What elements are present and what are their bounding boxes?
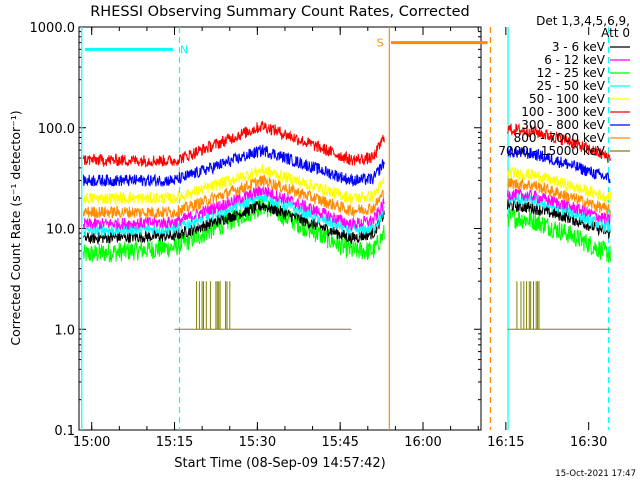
series-line-6-12kev-seg1 [507, 188, 611, 225]
series-line-50-100kev-seg0 [82, 164, 385, 206]
y-tick-label: 1.0 [54, 323, 75, 338]
legend-label: 25 - 50 keV [537, 79, 606, 93]
series-line-100-300kev-seg1 [507, 122, 611, 163]
series-line-12-25kev-seg1 [507, 207, 611, 263]
legend-label: 800 - 7000 keV [514, 131, 606, 145]
series-line-800-7000kev-seg0 [82, 175, 385, 220]
annotation-label: S [377, 37, 384, 50]
x-tick-label: 15:30 [239, 435, 276, 450]
plot-area: 1000.0 100.0 10.0 1.0 0.115:00 15:15 15:30 15:4… [30, 21, 611, 450]
series-line-800-7000kev-seg1 [507, 177, 611, 216]
legend-label: 50 - 100 keV [529, 92, 606, 106]
x-tick-label: 16:00 [404, 435, 441, 450]
y-tick-label: 10.0 [46, 223, 75, 238]
series-7000-15000-kev-bursts [196, 281, 540, 330]
x-tick-label: 15:00 [73, 435, 110, 450]
x-tick-label: 16:15 [487, 435, 524, 450]
footer-date: 15-Oct-2021 17:47 [555, 469, 636, 479]
series-line-50-100kev-seg1 [507, 166, 611, 204]
series-line-300-800kev-seg0 [82, 144, 385, 187]
legend-label: 100 - 300 keV [521, 105, 605, 119]
series-line-100-300kev-seg0 [82, 120, 385, 169]
x-tick-label: 15:45 [321, 435, 358, 450]
chart-title: RHESSI Observing Summary Count Rates, Co… [90, 4, 470, 20]
y-tick-label: 100.0 [38, 122, 75, 137]
x-tick-label: 16:30 [570, 435, 607, 450]
x-tick-label: 15:15 [156, 435, 193, 450]
legend-label: 300 - 800 keV [521, 118, 605, 132]
legend-label: 6 - 12 keV [544, 53, 606, 67]
y-axis-label: Corrected Count Rate (s⁻¹ detector⁻¹) [8, 110, 23, 345]
legend-header-line-1: Det 1,3,4,5,6,9, [536, 14, 630, 28]
series-line-6-12kev-seg0 [82, 186, 385, 231]
series-line-25-50kev-seg0 [83, 191, 385, 237]
x-axis-label: Start Time (08-Sep-09 14:57:42) [174, 456, 385, 471]
y-tick-label: 1000.0 [30, 21, 76, 36]
series-line-12-25kev-seg0 [82, 196, 385, 263]
y-tick-label: 0.1 [54, 424, 75, 439]
legend-label: 12 - 25 keV [537, 66, 606, 80]
series-line-300-800kev-seg1 [507, 146, 611, 184]
legend-label: 7000 - 15000 keV [498, 144, 605, 158]
legend-label: 3 - 6 keV [552, 40, 606, 54]
legend-header-line-2: Att 0 [601, 26, 630, 40]
annotation-label: N [180, 43, 188, 56]
